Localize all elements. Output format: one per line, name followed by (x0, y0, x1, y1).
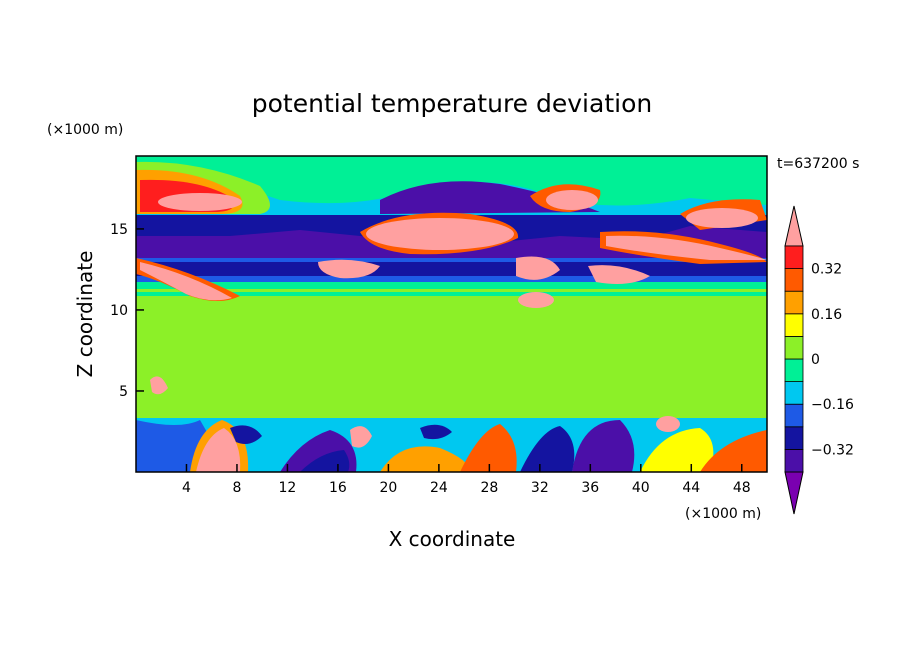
x-unit-label: (×1000 m) (685, 506, 761, 522)
x-tick-label: 4 (182, 480, 191, 496)
colorbar-max-triangle (784, 205, 804, 247)
colorbar-swatch (784, 268, 804, 292)
x-tick-label: 36 (581, 480, 599, 496)
x-tick-label: 44 (682, 480, 700, 496)
x-axis-label: X coordinate (389, 527, 516, 551)
colorbar-swatch (784, 290, 804, 315)
x-tick-label: 24 (430, 480, 448, 496)
colorbar-swatch (784, 313, 804, 337)
y-unit-label: (×1000 m) (47, 122, 123, 138)
y-tick-label: 5 (119, 384, 128, 400)
x-tick-label: 48 (733, 480, 751, 496)
colorbar: 0.32 0.16 0 −0.16 −0.32 (784, 205, 854, 515)
contour-field (136, 156, 767, 472)
x-tick-label: 40 (632, 480, 650, 496)
colorbar-tick-label: −0.32 (811, 442, 854, 458)
colorbar-tick-label: 0.32 (811, 262, 842, 278)
colorbar-swatch (784, 381, 804, 405)
colorbar-tick-label: 0 (811, 352, 820, 368)
plot-frame (135, 155, 768, 473)
chart-title: potential temperature deviation (252, 89, 652, 118)
colorbar-tick-label: −0.16 (811, 397, 854, 413)
time-label: t=637200 s (777, 156, 859, 172)
x-axis: 4 8 12 16 20 24 28 32 36 40 44 48 (182, 464, 751, 496)
y-tick-label: 10 (110, 303, 128, 319)
y-axis: 5 10 15 (110, 222, 144, 400)
y-tick-label: 15 (110, 222, 128, 238)
colorbar-min-triangle (784, 471, 804, 515)
x-tick-label: 12 (279, 480, 297, 496)
colorbar-swatch (784, 335, 804, 360)
colorbar-swatch (784, 358, 804, 383)
colorbar-swatch (784, 403, 804, 428)
x-tick-label: 28 (480, 480, 498, 496)
colorbar-swatch (784, 448, 804, 473)
colorbar-tick-label: 0.16 (811, 307, 842, 323)
y-axis-label: Z coordinate (73, 251, 97, 378)
colorbar-swatch (784, 245, 804, 270)
x-tick-label: 16 (329, 480, 347, 496)
colorbar-swatch (784, 426, 804, 450)
x-tick-label: 20 (379, 480, 397, 496)
x-tick-label: 32 (531, 480, 549, 496)
x-tick-label: 8 (232, 480, 241, 496)
